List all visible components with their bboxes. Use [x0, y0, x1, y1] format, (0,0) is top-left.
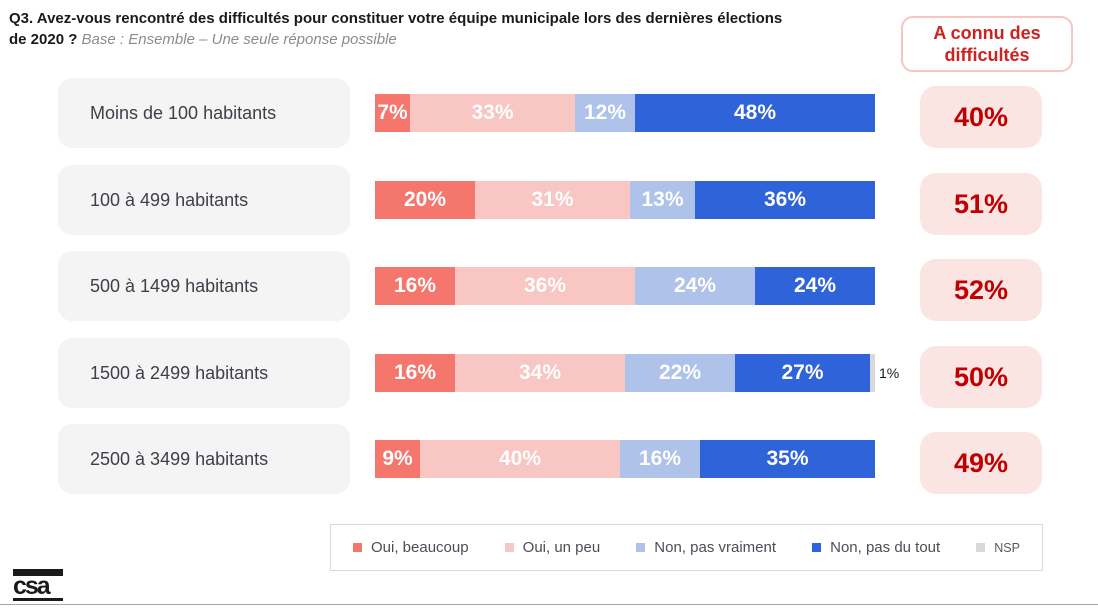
difficulty-badge: 40% — [920, 86, 1042, 148]
segment-value: 7% — [377, 101, 408, 124]
segment-value: 13% — [641, 188, 684, 211]
bar-segment-oui-beaucoup: 16% — [375, 267, 455, 305]
bar-segment-oui-beaucoup: 9% — [375, 440, 420, 478]
category-label: 500 à 1499 habitants — [58, 251, 350, 321]
segment-value: 27% — [781, 361, 824, 384]
bar-segment-non-pas-du-tout: 48% — [635, 94, 875, 132]
bar-segment-oui-un-peu: 40% — [420, 440, 620, 478]
bar-segment-oui-beaucoup: 7% — [375, 94, 410, 132]
segment-value: 33% — [471, 101, 514, 124]
bar-segment-oui-beaucoup: 20% — [375, 181, 475, 219]
legend-label: NSP — [994, 540, 1020, 555]
bar-segment-non-pas-vraiment: 22% — [625, 354, 735, 392]
base-note: Base : Ensemble – Une seule réponse poss… — [81, 31, 397, 48]
csa-logo-bar — [13, 569, 63, 576]
segment-value: 9% — [382, 447, 413, 470]
stacked-bar: 16% 34% 22% 27% 1% — [375, 354, 899, 392]
segment-value: 22% — [658, 361, 702, 384]
segment-value: 31% — [531, 188, 574, 211]
legend-label: Non, pas vraiment — [654, 539, 777, 556]
legend-item-oui-beaucoup: Oui, beaucoup — [353, 539, 469, 556]
segment-value: 36% — [763, 188, 807, 211]
bar-segment-oui-un-peu: 31% — [475, 181, 630, 219]
chart-row-2500-3499-habitants: 2500 à 3499 habitants 9% 40% 16% 35% 49% — [0, 424, 1098, 494]
stacked-bar: 9% 40% 16% 35% — [375, 440, 875, 478]
chart-row-500-1499-habitants: 500 à 1499 habitants 16% 36% 24% 24% 52% — [0, 251, 1098, 321]
category-label: 2500 à 3499 habitants — [58, 424, 350, 494]
bar-segment-oui-un-peu: 36% — [455, 267, 635, 305]
bar-segment-oui-beaucoup: 16% — [375, 354, 455, 392]
segment-value: 40% — [498, 447, 542, 470]
stacked-bar: 7% 33% 12% 48% — [375, 94, 875, 132]
legend-label: Non, pas du tout — [830, 539, 941, 556]
segment-value: 16% — [638, 447, 682, 470]
legend-swatch-icon — [636, 543, 646, 552]
legend-swatch-icon — [353, 543, 362, 552]
bar-segment-oui-un-peu: 34% — [455, 354, 625, 392]
legend-item-oui-un-peu: Oui, un peu — [504, 539, 601, 556]
segment-value: 24% — [793, 274, 837, 297]
legend-swatch-icon — [812, 543, 822, 552]
chart-row-1500-2499-habitants: 1500 à 2499 habitants 16% 34% 22% 27% 1% 50% — [0, 338, 1098, 408]
segment-value: 34% — [518, 361, 562, 384]
legend-label: Oui, un peu — [522, 539, 601, 556]
category-label: 1500 à 2499 habitants — [58, 338, 350, 408]
stacked-bar: 20% 31% 13% 36% — [375, 181, 875, 219]
bar-segment-non-pas-vraiment: 24% — [635, 267, 755, 305]
title-line-1: Q3. Avez-vous rencontré des difficultés … — [9, 8, 899, 29]
bar-segment-non-pas-vraiment: 12% — [575, 94, 635, 132]
csa-logo-text: csa — [13, 574, 63, 601]
stacked-bar: 16% 36% 24% 24% — [375, 267, 875, 305]
difficulty-badge: 51% — [920, 173, 1042, 235]
bar-segment-non-pas-du-tout: 36% — [695, 181, 875, 219]
bar-segment-nsp: 1% — [870, 354, 899, 392]
segment-value: 35% — [766, 447, 809, 470]
title-text: Q3. Avez-vous rencontré des difficultés … — [9, 10, 783, 27]
legend-swatch-icon — [976, 543, 986, 552]
bar-segment-non-pas-du-tout: 35% — [700, 440, 875, 478]
legend-label: Oui, beaucoup — [371, 539, 469, 556]
difficulty-badge: 49% — [920, 432, 1042, 494]
segment-value: 12% — [583, 101, 627, 124]
bar-segment-oui-un-peu: 33% — [410, 94, 575, 132]
legend-item-non-pas-vraiment: Non, pas vraiment — [636, 539, 776, 556]
segment-value-outside: 1% — [879, 365, 900, 381]
bar-segment-non-pas-du-tout: 24% — [755, 267, 875, 305]
title-text-bold: de 2020 ? — [9, 31, 78, 48]
difficulty-badge: 50% — [920, 346, 1042, 408]
difficulty-badge: 52% — [920, 259, 1042, 321]
csa-logo: csa — [13, 569, 65, 601]
bar-segment-non-pas-du-tout: 27% — [735, 354, 870, 392]
header-badge-line-1: A connu des — [933, 23, 1041, 43]
legend-swatch-icon — [504, 543, 514, 552]
difficulty-header-badge: A connu des difficultés — [901, 16, 1073, 72]
bar-segment-non-pas-vraiment: 16% — [620, 440, 700, 478]
legend: Oui, beaucoup Oui, un peu Non, pas vraimen… — [330, 524, 1043, 571]
category-label: 100 à 499 habitants — [58, 165, 350, 235]
title-line-2: de 2020 ? Base : Ensemble – Une seule ré… — [9, 29, 899, 50]
bar-segment-non-pas-vraiment: 13% — [630, 181, 695, 219]
segment-value: 20% — [403, 188, 447, 211]
chart-title: Q3. Avez-vous rencontré des difficultés … — [9, 8, 899, 50]
segment-value: 16% — [393, 361, 437, 384]
chart-row-moins-de-100-habitants: Moins de 100 habitants 7% 33% 12% 48% 40% — [0, 78, 1098, 148]
chart-row-100-499-habitants: 100 à 499 habitants 20% 31% 13% 36% 51% — [0, 165, 1098, 235]
legend-item-non-pas-du-tout: Non, pas du tout — [812, 539, 940, 556]
category-label: Moins de 100 habitants — [58, 78, 350, 148]
header-badge-line-2: difficultés — [944, 45, 1030, 65]
legend-item-nsp: NSP — [976, 541, 1020, 555]
segment-value: 24% — [673, 274, 717, 297]
segment-value: 36% — [523, 274, 567, 297]
segment-value: 16% — [393, 274, 437, 297]
bottom-divider — [0, 604, 1098, 605]
segment-value: 48% — [733, 101, 777, 124]
